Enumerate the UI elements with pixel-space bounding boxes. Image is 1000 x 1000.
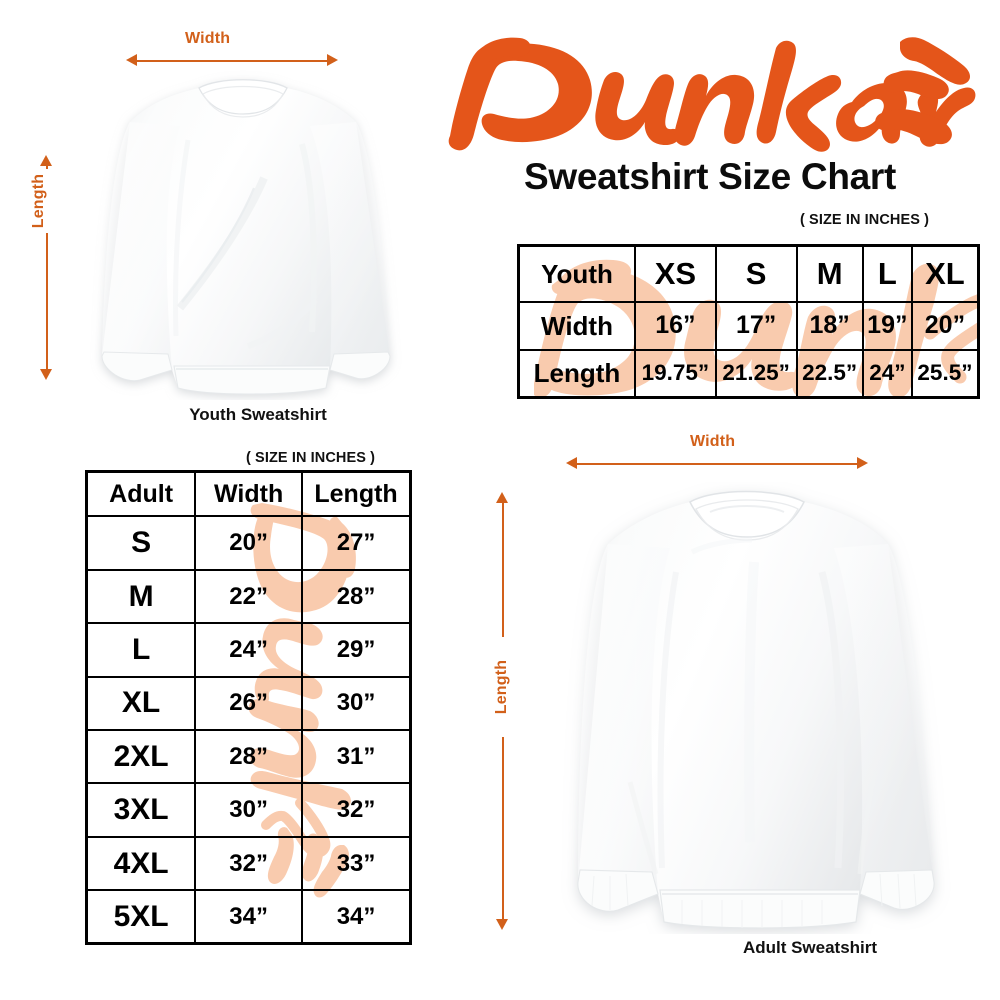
- adult-width-m: 22”: [194, 568, 304, 625]
- youth-size-xl: XL: [910, 247, 977, 303]
- adult-width-3xl: 30”: [194, 782, 304, 838]
- adult-header-row: Adult Width Length: [88, 473, 409, 518]
- adult-length-4xl: 33”: [301, 835, 409, 892]
- youth-row-label-width: Width: [520, 300, 636, 351]
- youth-length-s: 21.25”: [714, 348, 798, 396]
- dunkare-logo: [432, 28, 988, 158]
- adult-size-4xl: 4XL: [88, 835, 197, 892]
- adult-width-2xl: 28”: [194, 729, 304, 785]
- adult-size-table: Adult Width Length S 20” 27” M 22” 28” L…: [85, 470, 412, 945]
- youth-row-label-length: Length: [520, 348, 636, 396]
- table-row: S 20” 27”: [88, 515, 409, 571]
- adult-size-xl: XL: [88, 675, 197, 732]
- youth-size-xs: XS: [634, 247, 717, 303]
- adult-size-s: S: [88, 515, 197, 571]
- youth-length-l: 24”: [861, 348, 913, 396]
- arrow-head-left-icon: [126, 54, 137, 66]
- youth-size-s: S: [714, 247, 798, 303]
- adult-width-label: Width: [686, 433, 740, 451]
- table-row: 4XL 32” 33”: [88, 835, 409, 892]
- youth-width-xs: 16”: [634, 300, 717, 351]
- adult-width-xl: 26”: [194, 675, 304, 732]
- adult-size-m: M: [88, 568, 197, 625]
- adult-header-length: Length: [301, 473, 409, 518]
- adult-width-arrow: [566, 457, 868, 471]
- adult-width-4xl: 32”: [194, 835, 304, 892]
- adult-length-3xl: 32”: [301, 782, 409, 838]
- youth-length-xl: 25.5”: [910, 348, 977, 396]
- adult-length-xl: 30”: [301, 675, 409, 732]
- adult-sweatshirt-icon: [522, 482, 990, 934]
- adult-length-2xl: 31”: [301, 729, 409, 785]
- adult-length-5xl: 34”: [301, 889, 409, 942]
- youth-length-arrow: [40, 155, 54, 380]
- arrow-head-left-icon: [566, 457, 577, 469]
- youth-width-label: Width: [181, 30, 235, 48]
- arrow-head-down-icon: [496, 919, 508, 930]
- youth-length-row: Length 19.75” 21.25” 22.5” 24” 25.5”: [520, 348, 977, 396]
- arrow-head-down-icon: [40, 369, 52, 380]
- youth-length-m: 22.5”: [795, 348, 864, 396]
- table-row: 5XL 34” 34”: [88, 889, 409, 942]
- adult-length-l: 29”: [301, 622, 409, 678]
- youth-width-m: 18”: [795, 300, 864, 351]
- youth-sweatshirt-caption: Youth Sweatshirt: [189, 405, 327, 424]
- adult-header-width: Width: [194, 473, 304, 518]
- adult-sweatshirt-caption: Adult Sweatshirt: [742, 938, 878, 957]
- youth-size-table: Youth XS S M L XL Width 16” 17” 18” 19” …: [517, 244, 980, 399]
- adult-width-5xl: 34”: [194, 889, 304, 942]
- youth-length-label: Length: [30, 169, 48, 233]
- youth-units-note: ( SIZE IN INCHES ): [800, 212, 930, 228]
- youth-size-m: M: [795, 247, 864, 303]
- page-title: Sweatshirt Size Chart: [523, 156, 897, 197]
- table-row: 2XL 28” 31”: [88, 729, 409, 785]
- table-row: XL 26” 30”: [88, 675, 409, 732]
- adult-width-l: 24”: [194, 622, 304, 678]
- arrow-head-right-icon: [327, 54, 338, 66]
- youth-width-xl: 20”: [910, 300, 977, 351]
- table-row: 3XL 30” 32”: [88, 782, 409, 838]
- youth-row-label-size: Youth: [520, 247, 636, 303]
- youth-width-l: 19”: [861, 300, 913, 351]
- arrow-head-up-icon: [40, 155, 52, 166]
- youth-length-xs: 19.75”: [634, 348, 717, 396]
- youth-sweatshirt-icon: [68, 70, 418, 400]
- table-row: L 24” 29”: [88, 622, 409, 678]
- youth-header-row: Youth XS S M L XL: [520, 247, 977, 303]
- adult-header-size: Adult: [88, 473, 197, 518]
- arrow-head-right-icon: [857, 457, 868, 469]
- arrow-head-up-icon: [496, 492, 508, 503]
- adult-length-s: 27”: [301, 515, 409, 571]
- adult-units-note: ( SIZE IN INCHES ): [246, 450, 376, 466]
- youth-width-arrow: [126, 54, 338, 68]
- youth-width-row: Width 16” 17” 18” 19” 20”: [520, 300, 977, 351]
- table-row: M 22” 28”: [88, 568, 409, 625]
- adult-size-5xl: 5XL: [88, 889, 197, 942]
- youth-width-s: 17”: [714, 300, 798, 351]
- adult-width-s: 20”: [194, 515, 304, 571]
- youth-size-l: L: [861, 247, 913, 303]
- adult-length-m: 28”: [301, 568, 409, 625]
- adult-size-l: L: [88, 622, 197, 678]
- adult-size-2xl: 2XL: [88, 729, 197, 785]
- adult-length-label: Length: [493, 637, 511, 737]
- adult-size-3xl: 3XL: [88, 782, 197, 838]
